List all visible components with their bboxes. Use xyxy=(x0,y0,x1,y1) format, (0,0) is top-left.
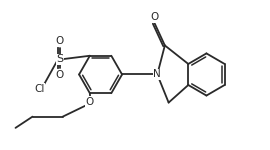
Text: O: O xyxy=(56,36,64,46)
Text: N: N xyxy=(153,69,161,80)
Text: O: O xyxy=(85,97,93,107)
Text: S: S xyxy=(56,54,63,64)
Text: O: O xyxy=(56,70,64,80)
Text: Cl: Cl xyxy=(34,84,44,94)
Text: O: O xyxy=(150,12,158,22)
